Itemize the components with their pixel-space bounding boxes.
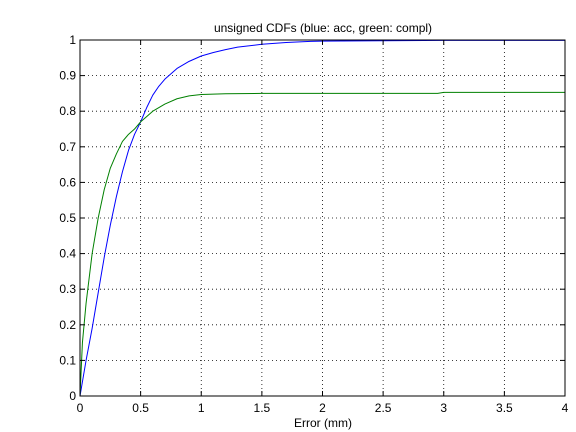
x-tick-label: 1.5 bbox=[254, 401, 271, 415]
grid-lines bbox=[80, 40, 565, 396]
chart-title: unsigned CDFs (blue: acc, green: compl) bbox=[214, 21, 432, 35]
x-axis-label: Error (mm) bbox=[294, 416, 352, 430]
x-tick-label: 3 bbox=[440, 401, 447, 415]
series-line-blue bbox=[79, 39, 565, 397]
x-tick-label: 0.5 bbox=[132, 401, 149, 415]
y-tick-label: 0.5 bbox=[59, 211, 76, 225]
series-lines bbox=[79, 39, 565, 397]
y-tick-label: 0.6 bbox=[59, 175, 76, 189]
x-tick-label: 3.5 bbox=[496, 401, 513, 415]
axis-ticks bbox=[79, 39, 566, 397]
y-tick-label: 0.8 bbox=[59, 104, 76, 118]
y-tick-label: 0.2 bbox=[59, 318, 76, 332]
y-tick-label: 0.7 bbox=[59, 140, 76, 154]
series-line-green bbox=[79, 91, 565, 397]
y-tick-label: 0.3 bbox=[59, 282, 76, 296]
y-tick-label: 0.1 bbox=[59, 353, 76, 367]
y-tick-label: 0.9 bbox=[59, 69, 76, 83]
x-tick-label: 2 bbox=[319, 401, 326, 415]
x-tick-label: 0 bbox=[77, 401, 84, 415]
y-tick-label: 0.4 bbox=[59, 247, 76, 261]
tick-labels: 0 0.5 1 1.5 2 2.5 3 3.5 4 0 0.1 0.2 0.3 0.4 0.5 0.6 0.7 0… bbox=[59, 33, 568, 415]
x-tick-label: 4 bbox=[562, 401, 569, 415]
x-tick-label: 1 bbox=[198, 401, 205, 415]
y-tick-label: 1 bbox=[69, 33, 76, 47]
x-tick-label: 2.5 bbox=[375, 401, 392, 415]
y-tick-label: 0 bbox=[69, 389, 76, 403]
